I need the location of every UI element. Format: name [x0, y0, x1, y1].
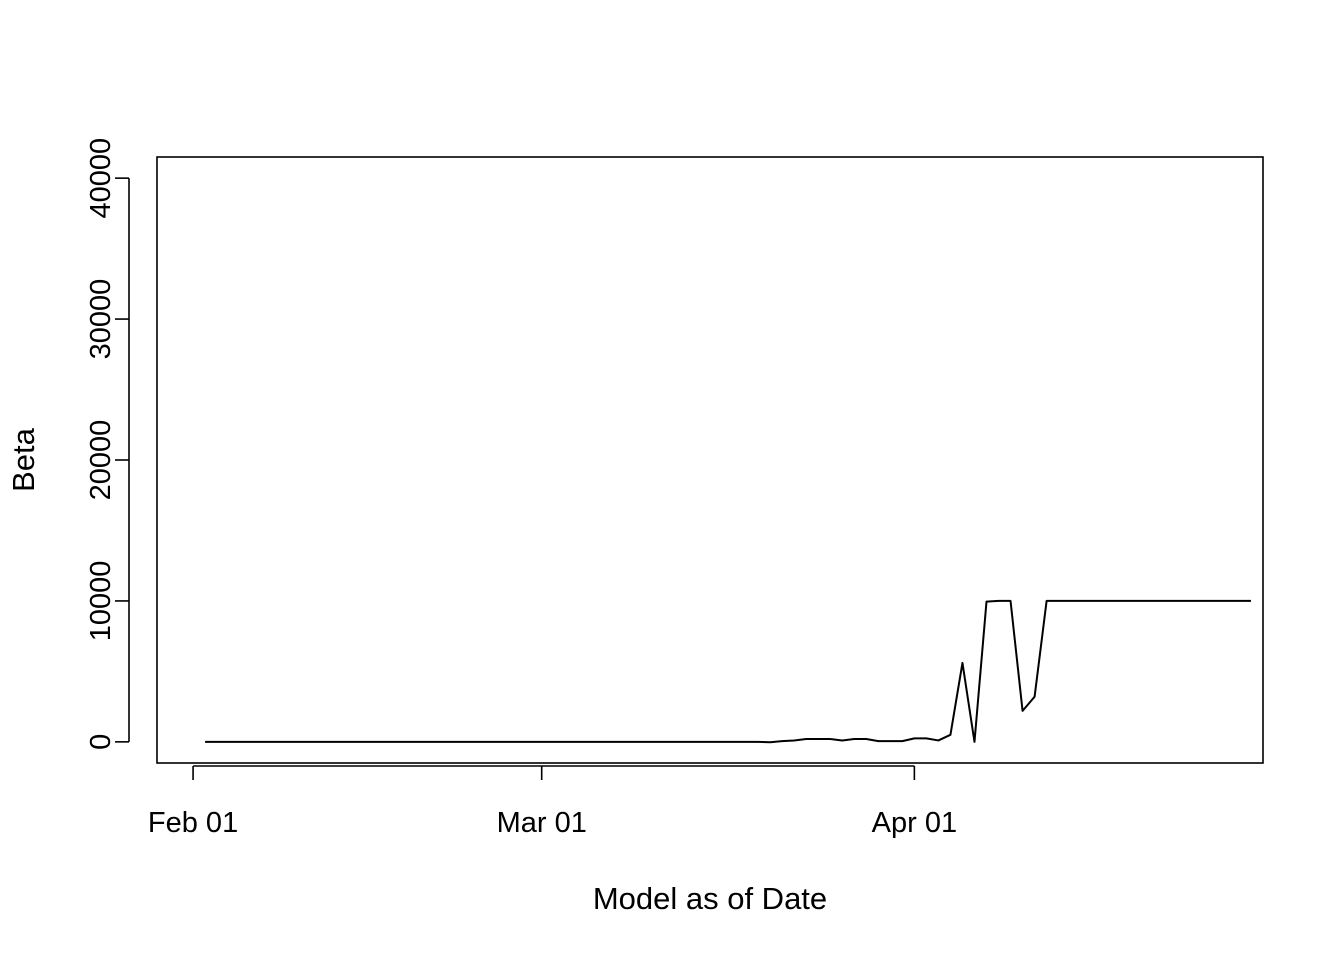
- x-axis: Feb 01 Mar 01 Apr 01: [148, 765, 957, 839]
- x-tick-label: Apr 01: [872, 807, 957, 839]
- plot-frame: [156, 156, 1264, 764]
- x-tick-label: Mar 01: [497, 807, 587, 839]
- x-tick-label: Feb 01: [148, 807, 238, 839]
- y-tick-label: 40000: [85, 138, 117, 219]
- y-axis-title: Beta: [6, 427, 41, 492]
- x-axis-title: Model as of Date: [593, 881, 827, 916]
- series-line: [205, 599, 1251, 744]
- y-tick-label: 0: [85, 734, 117, 750]
- y-tick-label: 20000: [85, 420, 117, 501]
- y-tick-label: 30000: [85, 279, 117, 360]
- y-axis: 0 10000 20000 30000 40000: [85, 138, 130, 750]
- y-tick-label: 10000: [85, 561, 117, 642]
